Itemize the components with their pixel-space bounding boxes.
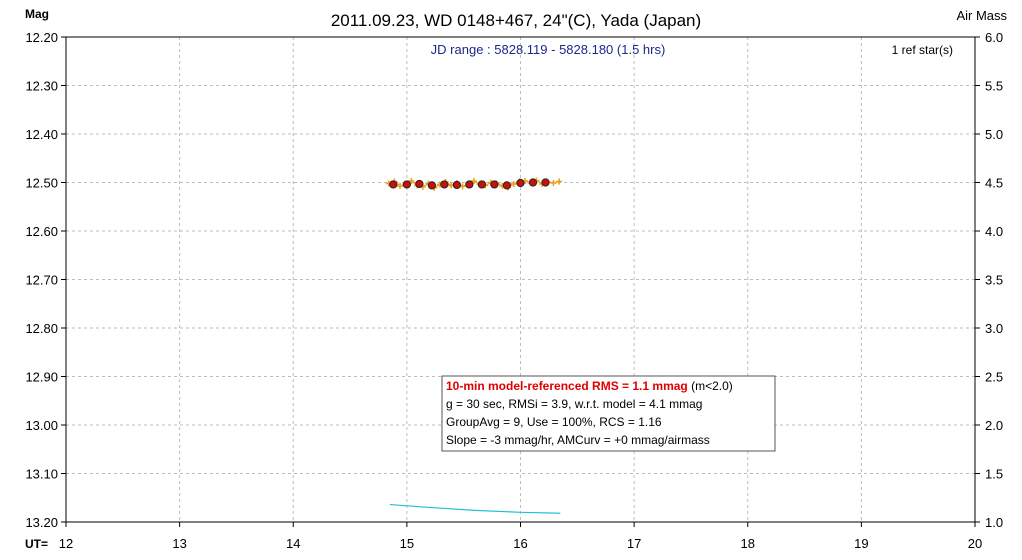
group-average-point bbox=[452, 180, 461, 190]
chart-title: 2011.09.23, WD 0148+467, 24"(C), Yada (J… bbox=[331, 11, 701, 30]
group-average-point bbox=[541, 178, 550, 187]
individual-point bbox=[510, 180, 517, 187]
x-tick-label: 12 bbox=[59, 536, 73, 551]
air-mass-line bbox=[389, 503, 561, 514]
group-average-point bbox=[477, 180, 486, 189]
y-tick-label-right: 4.0 bbox=[985, 224, 1003, 239]
y-tick-label-right: 2.0 bbox=[985, 418, 1003, 433]
info-line-exposure: g = 30 sec, RMSi = 3.9, w.r.t. model = 4… bbox=[446, 397, 702, 411]
group-average-point bbox=[402, 180, 411, 189]
y-tick-label-right: 1.0 bbox=[985, 515, 1003, 530]
y-tick-label-left: 12.70 bbox=[25, 273, 58, 288]
x-tick-label: 17 bbox=[627, 536, 641, 551]
y-tick-label-right: 5.5 bbox=[985, 79, 1003, 94]
y-tick-label-left: 12.40 bbox=[25, 127, 58, 142]
jd-range: JD range : 5828.119 - 5828.180 (1.5 hrs) bbox=[431, 42, 666, 57]
info-line-group: GroupAvg = 9, Use = 100%, RCS = 1.16 bbox=[446, 415, 662, 429]
x-tick-label: 14 bbox=[286, 536, 300, 551]
grid-lines bbox=[66, 37, 975, 522]
individual-point bbox=[470, 178, 477, 185]
y-tick-label-right: 4.5 bbox=[985, 176, 1003, 191]
x-tick-label: 15 bbox=[400, 536, 414, 551]
group-average-point bbox=[427, 181, 436, 190]
y-tick-label-right: 2.5 bbox=[985, 370, 1003, 385]
individual-point bbox=[556, 178, 563, 185]
individual-point bbox=[397, 182, 404, 189]
y-tick-label-right: 6.0 bbox=[985, 30, 1003, 45]
y-tick-label-left: 12.90 bbox=[25, 370, 58, 385]
x-tick-label: 20 bbox=[968, 536, 982, 551]
individual-point bbox=[550, 179, 557, 186]
group-average-point bbox=[415, 179, 424, 189]
x-tick-label: 13 bbox=[172, 536, 186, 551]
axis-ticks: 12 13 14 15 16 17 18 19 20 12.20 12.30 12.40 12.50 12… bbox=[25, 30, 1003, 551]
info-rms-suffix: (m<2.0) bbox=[688, 379, 733, 393]
group-average-point bbox=[528, 178, 538, 187]
info-rms-value: 10-min model-referenced RMS = 1.1 mmag bbox=[446, 379, 688, 393]
x-tick-label: 16 bbox=[513, 536, 527, 551]
group-average-point bbox=[490, 180, 499, 189]
x-axis-label: UT= bbox=[25, 537, 48, 551]
y-tick-label-right: 3.0 bbox=[985, 321, 1003, 336]
y-tick-label-left: 12.80 bbox=[25, 321, 58, 336]
group-average-point bbox=[502, 181, 511, 190]
y-axis-label-left: Mag bbox=[25, 7, 49, 21]
group-average-point bbox=[389, 180, 398, 189]
individual-point bbox=[408, 178, 415, 185]
group-average-point bbox=[465, 180, 474, 189]
y-tick-label-left: 12.30 bbox=[25, 79, 58, 94]
info-box-frame bbox=[441, 375, 776, 452]
y-tick-label-left: 12.60 bbox=[25, 224, 58, 239]
x-tick-label: 18 bbox=[741, 536, 755, 551]
y-tick-label-left: 13.10 bbox=[25, 467, 58, 482]
y-tick-label-right: 3.5 bbox=[985, 273, 1003, 288]
y-tick-label-left: 13.20 bbox=[25, 515, 58, 530]
x-tick-label: 19 bbox=[854, 536, 868, 551]
y-tick-label-left: 12.50 bbox=[25, 176, 58, 191]
ref-star-count: 1 ref star(s) bbox=[892, 43, 953, 57]
y-tick-label-left: 13.00 bbox=[25, 418, 58, 433]
y-axis-label-right: Air Mass bbox=[956, 8, 1007, 23]
y-tick-label-right: 1.5 bbox=[985, 467, 1003, 482]
info-line-slope: Slope = -3 mmag/hr, AMCurv = +0 mmag/air… bbox=[446, 433, 710, 447]
info-line-rms: 10-min model-referenced RMS = 1.1 mmag (… bbox=[446, 379, 733, 393]
data-marks bbox=[385, 177, 563, 514]
group-average-point bbox=[516, 178, 525, 188]
y-tick-label-left: 12.20 bbox=[25, 30, 58, 45]
info-box: 10-min model-referenced RMS = 1.1 mmag (… bbox=[441, 375, 776, 452]
y-tick-label-right: 5.0 bbox=[985, 127, 1003, 142]
group-average-point bbox=[440, 180, 449, 189]
